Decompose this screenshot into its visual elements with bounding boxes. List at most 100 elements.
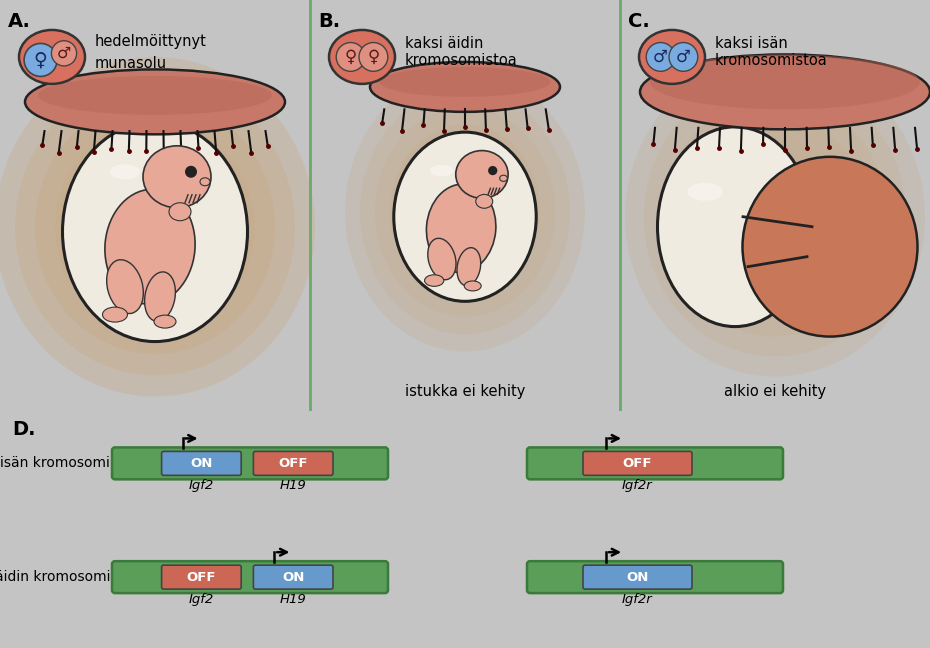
Ellipse shape bbox=[370, 62, 560, 112]
Text: Igf2r: Igf2r bbox=[622, 593, 653, 606]
Circle shape bbox=[359, 43, 388, 71]
Text: ON: ON bbox=[191, 457, 213, 470]
FancyBboxPatch shape bbox=[253, 565, 333, 589]
Ellipse shape bbox=[428, 238, 456, 280]
FancyBboxPatch shape bbox=[253, 452, 333, 476]
Text: ♂: ♂ bbox=[653, 48, 668, 66]
Ellipse shape bbox=[640, 54, 930, 130]
FancyBboxPatch shape bbox=[112, 447, 388, 480]
Text: Igf2r: Igf2r bbox=[622, 480, 653, 492]
Ellipse shape bbox=[639, 30, 705, 84]
Ellipse shape bbox=[15, 78, 295, 375]
FancyBboxPatch shape bbox=[162, 452, 241, 476]
Ellipse shape bbox=[393, 132, 537, 301]
Ellipse shape bbox=[427, 184, 496, 272]
Ellipse shape bbox=[644, 77, 906, 356]
Text: B.: B. bbox=[318, 12, 340, 31]
Ellipse shape bbox=[420, 159, 510, 264]
Text: OFF: OFF bbox=[187, 571, 216, 584]
Ellipse shape bbox=[55, 121, 255, 333]
Ellipse shape bbox=[658, 127, 813, 327]
Ellipse shape bbox=[682, 117, 869, 317]
Text: kaksi isän
kromosomistoa: kaksi isän kromosomistoa bbox=[715, 36, 828, 68]
Circle shape bbox=[185, 166, 197, 178]
Ellipse shape bbox=[105, 189, 195, 304]
Ellipse shape bbox=[745, 197, 825, 257]
Text: alkio ei kehity: alkio ei kehity bbox=[724, 384, 826, 399]
Ellipse shape bbox=[329, 30, 395, 84]
Ellipse shape bbox=[457, 248, 481, 286]
Text: ON: ON bbox=[282, 571, 304, 584]
Ellipse shape bbox=[144, 272, 176, 321]
Ellipse shape bbox=[476, 194, 493, 208]
Text: Igf2: Igf2 bbox=[189, 593, 214, 606]
Text: isän kromosomi: isän kromosomi bbox=[0, 456, 110, 470]
Text: D.: D. bbox=[12, 421, 35, 439]
Circle shape bbox=[337, 43, 365, 71]
Ellipse shape bbox=[95, 163, 215, 290]
Text: A.: A. bbox=[8, 12, 31, 31]
Ellipse shape bbox=[345, 72, 585, 352]
Ellipse shape bbox=[662, 97, 887, 336]
Circle shape bbox=[646, 43, 675, 71]
Text: Igf2: Igf2 bbox=[189, 480, 214, 492]
Ellipse shape bbox=[456, 150, 508, 198]
Text: OFF: OFF bbox=[278, 457, 308, 470]
Ellipse shape bbox=[38, 76, 272, 115]
Ellipse shape bbox=[625, 57, 925, 376]
Text: kaksi äidin
kromosomistoa: kaksi äidin kromosomistoa bbox=[405, 36, 518, 68]
Ellipse shape bbox=[379, 67, 551, 97]
Circle shape bbox=[51, 41, 76, 66]
Text: H19: H19 bbox=[280, 480, 307, 492]
Ellipse shape bbox=[405, 142, 525, 282]
Text: munasolu: munasolu bbox=[95, 56, 167, 71]
Ellipse shape bbox=[650, 54, 920, 110]
Ellipse shape bbox=[390, 124, 540, 299]
Text: äidin kromosomi: äidin kromosomi bbox=[0, 570, 110, 584]
FancyBboxPatch shape bbox=[527, 561, 783, 593]
Ellipse shape bbox=[0, 57, 315, 397]
Ellipse shape bbox=[143, 146, 211, 208]
Ellipse shape bbox=[102, 307, 127, 322]
Circle shape bbox=[669, 43, 698, 71]
Text: C.: C. bbox=[628, 12, 650, 31]
Ellipse shape bbox=[360, 89, 570, 334]
Ellipse shape bbox=[154, 315, 176, 328]
Ellipse shape bbox=[499, 175, 508, 181]
Ellipse shape bbox=[107, 260, 143, 314]
Text: ♀: ♀ bbox=[344, 48, 357, 66]
Text: ♂: ♂ bbox=[57, 46, 71, 61]
Circle shape bbox=[488, 166, 498, 175]
Text: istukka ei kehity: istukka ei kehity bbox=[405, 384, 525, 399]
Ellipse shape bbox=[110, 165, 140, 179]
Ellipse shape bbox=[169, 203, 191, 221]
Text: ♂: ♂ bbox=[676, 48, 691, 66]
Ellipse shape bbox=[464, 281, 481, 291]
Text: ♀: ♀ bbox=[367, 48, 379, 66]
Ellipse shape bbox=[19, 30, 85, 84]
Ellipse shape bbox=[35, 99, 275, 354]
Ellipse shape bbox=[62, 122, 247, 341]
Text: ♀: ♀ bbox=[33, 51, 47, 69]
Text: ON: ON bbox=[626, 571, 649, 584]
Text: OFF: OFF bbox=[623, 457, 652, 470]
FancyBboxPatch shape bbox=[583, 452, 692, 476]
Ellipse shape bbox=[200, 178, 210, 186]
Ellipse shape bbox=[375, 107, 555, 317]
Text: hedelmöittynyt: hedelmöittynyt bbox=[95, 34, 206, 49]
Circle shape bbox=[24, 43, 57, 76]
FancyBboxPatch shape bbox=[527, 447, 783, 480]
Ellipse shape bbox=[425, 275, 444, 286]
Ellipse shape bbox=[75, 142, 235, 312]
FancyBboxPatch shape bbox=[112, 561, 388, 593]
Ellipse shape bbox=[115, 184, 195, 269]
Ellipse shape bbox=[700, 137, 850, 297]
Ellipse shape bbox=[25, 69, 285, 134]
Ellipse shape bbox=[719, 157, 831, 277]
FancyBboxPatch shape bbox=[583, 565, 692, 589]
FancyBboxPatch shape bbox=[162, 565, 241, 589]
Ellipse shape bbox=[687, 183, 723, 201]
Ellipse shape bbox=[431, 165, 454, 176]
Text: H19: H19 bbox=[280, 593, 307, 606]
Ellipse shape bbox=[742, 157, 918, 336]
